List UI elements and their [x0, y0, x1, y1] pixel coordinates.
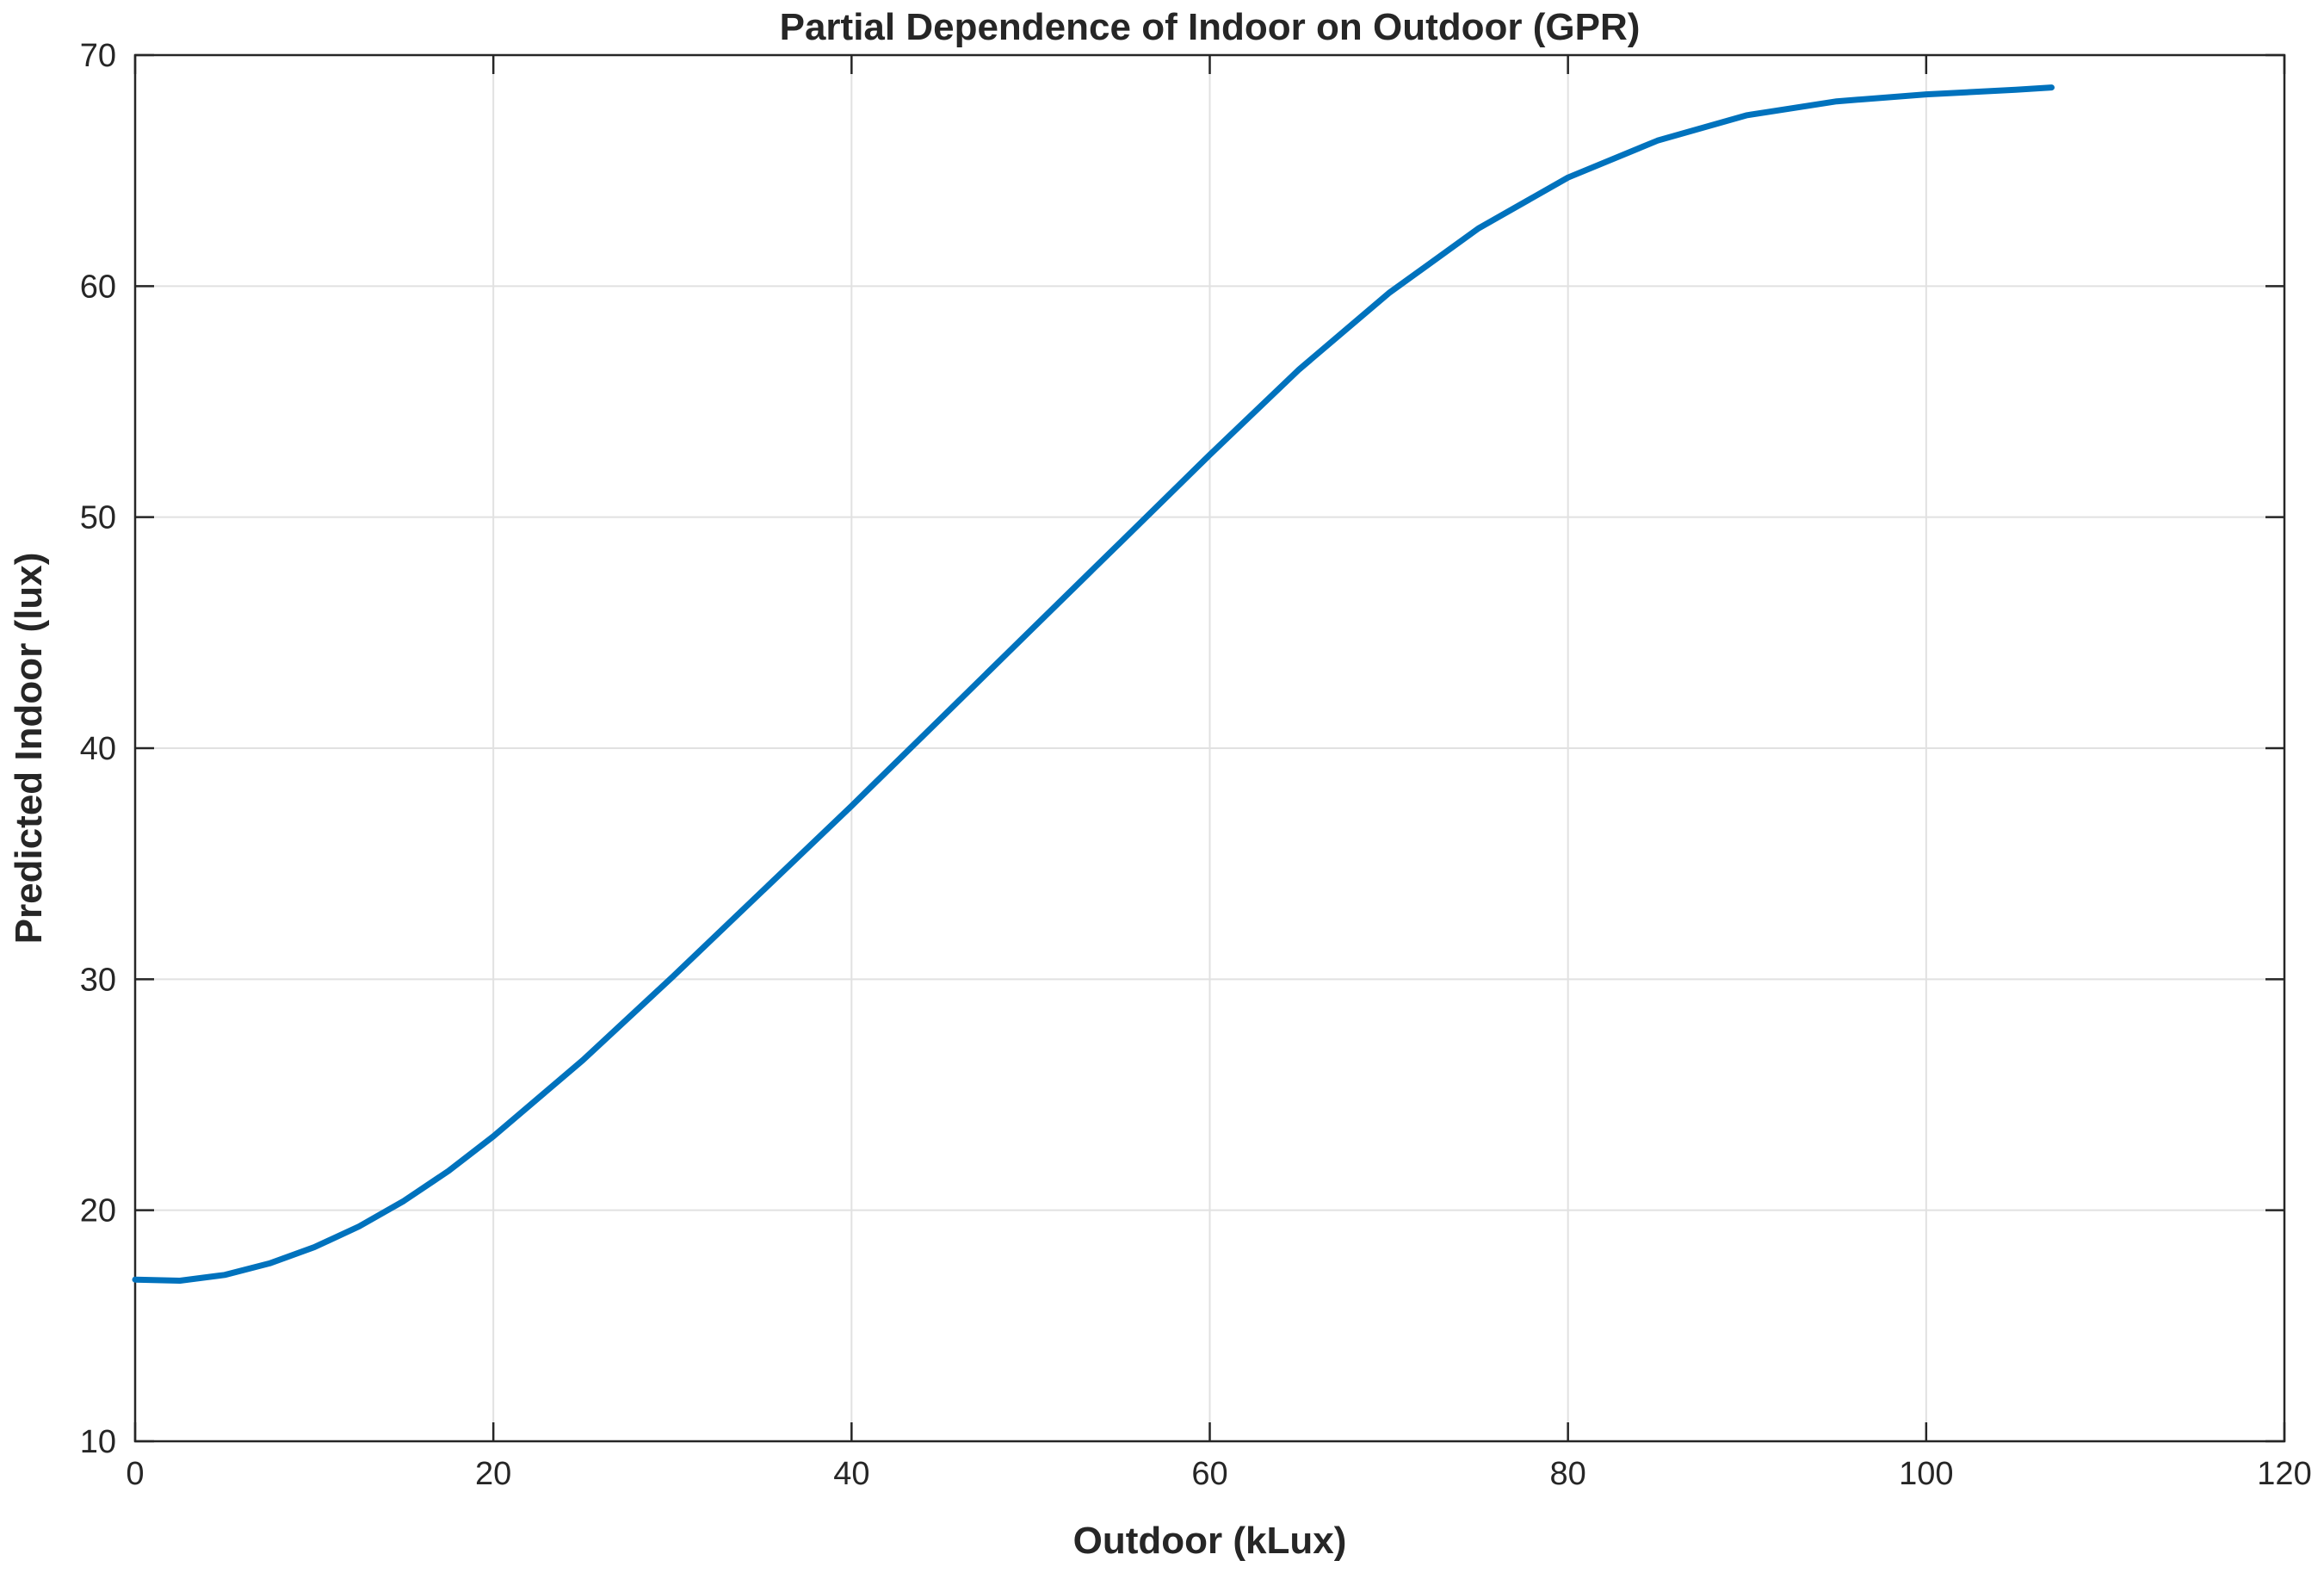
- x-tick-label: 0: [126, 1456, 144, 1492]
- y-tick-label: 30: [80, 962, 116, 998]
- x-tick-label: 100: [1899, 1456, 1953, 1492]
- x-axis-label: Outdoor (kLux): [1073, 1520, 1347, 1562]
- y-tick-label: 60: [80, 269, 116, 305]
- series-line: [132, 84, 2055, 1284]
- x-tick-label: 60: [1191, 1456, 1227, 1492]
- y-tick-label: 20: [80, 1193, 116, 1229]
- x-tick-label: 40: [833, 1456, 869, 1492]
- axis-ticks: [133, 53, 2286, 1443]
- y-tick-label: 10: [80, 1424, 116, 1460]
- y-tick-label: 40: [80, 731, 116, 767]
- x-tick-label: 80: [1550, 1456, 1586, 1492]
- x-tick-label: 20: [475, 1456, 511, 1492]
- grid: [135, 55, 2284, 1441]
- x-tick-label: 120: [2257, 1456, 2311, 1492]
- tick-labels: 0 20 40 60 80 100 120 10 20 30 40 50 60 70: [80, 38, 2312, 1492]
- series-layer: [132, 84, 2055, 1284]
- chart-title: Partial Dependence of Indoor on Outdoor …: [780, 6, 1641, 48]
- y-axis-label: Predicted Indoor (lux): [8, 553, 50, 944]
- y-tick-label: 50: [80, 500, 116, 536]
- y-tick-label: 70: [80, 38, 116, 74]
